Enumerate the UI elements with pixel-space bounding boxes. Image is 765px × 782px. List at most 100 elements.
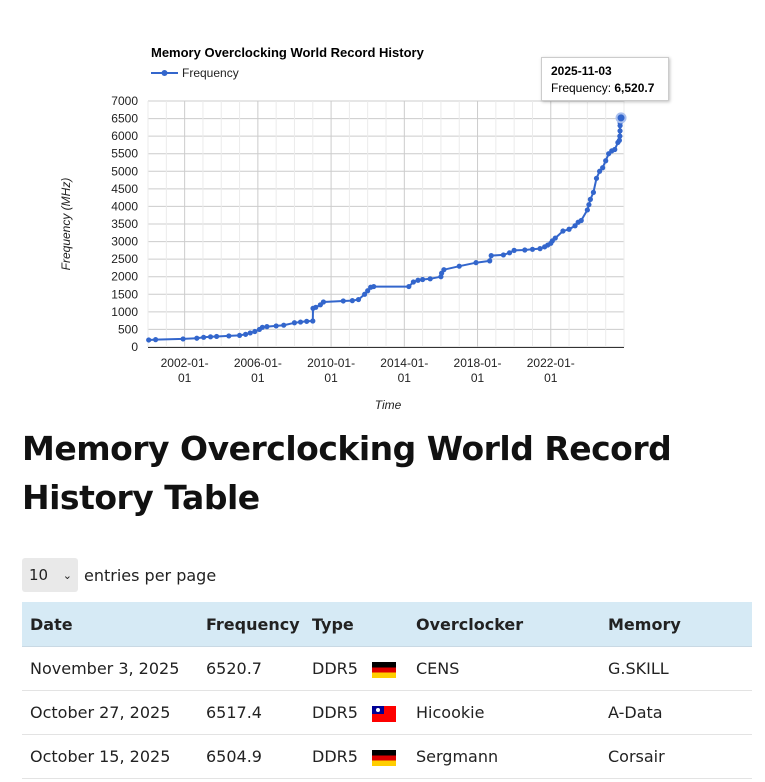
column-header-overclocker[interactable]: Overclocker — [408, 602, 600, 647]
data-point — [584, 207, 590, 213]
data-point — [566, 226, 572, 232]
data-point — [578, 217, 584, 224]
column-header-flag — [364, 602, 408, 647]
data-point — [587, 196, 593, 202]
data-point — [473, 260, 479, 266]
y-tick-label: 1500 — [111, 287, 138, 301]
data-point — [487, 258, 493, 264]
records-table: Date Frequency Type Overclocker Memory N… — [22, 602, 752, 779]
data-point — [340, 298, 346, 304]
cell-type: DDR5 — [304, 646, 364, 691]
data-point — [252, 328, 258, 335]
data-point — [273, 323, 279, 329]
cell-type: DDR5 — [304, 734, 364, 779]
cell-frequency: 6517.4 — [198, 690, 304, 735]
data-point — [313, 304, 319, 310]
x-tick-label: 2018-01-01 — [454, 356, 502, 385]
cell-overclocker: CENS — [408, 646, 600, 691]
y-tick-label: 3500 — [111, 217, 138, 231]
frequency-series-line — [148, 115, 622, 341]
data-point — [304, 318, 310, 324]
data-point — [201, 334, 207, 340]
data-point — [511, 247, 517, 253]
data-point — [612, 146, 618, 153]
column-header-memory[interactable]: Memory — [600, 602, 752, 647]
data-point — [236, 332, 243, 339]
data-point — [226, 333, 232, 339]
hovered-data-point — [615, 112, 627, 124]
page-title: Memory Overclocking World Record History… — [22, 429, 672, 517]
column-header-type[interactable]: Type — [304, 602, 364, 647]
column-header-date[interactable]: Date — [22, 602, 198, 647]
legend-label: Frequency — [182, 66, 239, 80]
data-point — [617, 128, 623, 134]
data-point — [506, 250, 513, 256]
column-header-frequency[interactable]: Frequency — [198, 602, 304, 647]
y-tick-label: 6500 — [111, 112, 138, 126]
y-tick-label: 5000 — [111, 164, 138, 178]
y-axis-ticks: 0 500 1000 1500 2000 2500 3000 3500 4000 4500 5000… — [111, 94, 138, 354]
entries-per-page-select[interactable]: 10 ⌄ — [22, 558, 78, 592]
cell-frequency: 6504.9 — [198, 734, 304, 779]
x-axis-ticks: 2002-01-01 2006-01-01 2010-01-01 2014-01-01… — [161, 356, 575, 385]
frequency-line-chart: Memory Overclocking World Record History… — [59, 45, 627, 412]
y-tick-label: 2500 — [111, 252, 138, 266]
data-point — [593, 175, 600, 181]
data-point — [247, 330, 253, 336]
cell-overclocker: Sergmann — [408, 734, 600, 779]
data-point — [355, 296, 362, 303]
data-point — [214, 333, 220, 340]
x-tick-label: 2002-01-01 — [161, 356, 209, 385]
data-point — [590, 189, 597, 195]
data-point — [349, 298, 355, 304]
data-point — [600, 165, 606, 171]
chart-title: Memory Overclocking World Record History — [151, 45, 425, 60]
table-row: November 3, 2025 6520.7 DDR5 CENS G.SKIL… — [22, 646, 752, 691]
cell-date: October 27, 2025 — [22, 690, 198, 735]
cell-flag — [364, 646, 408, 691]
x-tick-label: 2010-01-01 — [307, 356, 355, 385]
chart-legend: Frequency — [151, 66, 239, 80]
x-axis-title: Time — [375, 398, 402, 412]
frequency-series-points — [146, 112, 627, 343]
data-point — [310, 318, 316, 324]
table-header-row: Date Frequency Type Overclocker Memory — [22, 602, 752, 647]
y-tick-label: 7000 — [111, 94, 138, 108]
data-point — [488, 253, 494, 259]
data-point — [365, 288, 371, 294]
data-point — [180, 336, 186, 342]
cell-date: October 15, 2025 — [22, 734, 198, 779]
data-point — [371, 283, 377, 290]
data-point — [281, 322, 287, 328]
y-tick-label: 0 — [131, 340, 138, 354]
cell-type: DDR5 — [304, 690, 364, 735]
tooltip-date: 2025-11-03 — [551, 64, 612, 78]
data-point — [207, 334, 214, 340]
data-point — [297, 319, 304, 325]
data-point — [146, 337, 152, 343]
germany-flag-icon — [372, 661, 396, 678]
cell-memory: G.SKILL — [600, 646, 752, 691]
data-point — [242, 331, 249, 337]
tooltip-label: Frequency: — [551, 81, 612, 95]
chevron-down-icon: ⌄ — [62, 568, 72, 582]
germany-flag-icon — [372, 749, 396, 766]
y-axis-title: Frequency (MHz) — [59, 178, 73, 271]
cell-overclocker: Hicookie — [408, 690, 600, 735]
data-point — [410, 279, 416, 285]
cell-memory: A-Data — [600, 690, 752, 735]
data-point — [194, 335, 200, 341]
data-point — [616, 137, 622, 143]
data-point — [537, 246, 543, 252]
cell-flag — [364, 734, 408, 779]
data-point — [153, 337, 159, 343]
entries-per-page-label: entries per page — [84, 565, 217, 585]
data-point — [500, 252, 507, 258]
data-point — [320, 299, 327, 305]
y-tick-label: 4000 — [111, 199, 138, 213]
y-tick-label: 4500 — [111, 182, 138, 196]
x-tick-label: 2006-01-01 — [234, 356, 282, 385]
taiwan-flag-icon — [372, 705, 396, 722]
y-tick-label: 1000 — [111, 305, 138, 319]
data-point — [596, 168, 603, 174]
